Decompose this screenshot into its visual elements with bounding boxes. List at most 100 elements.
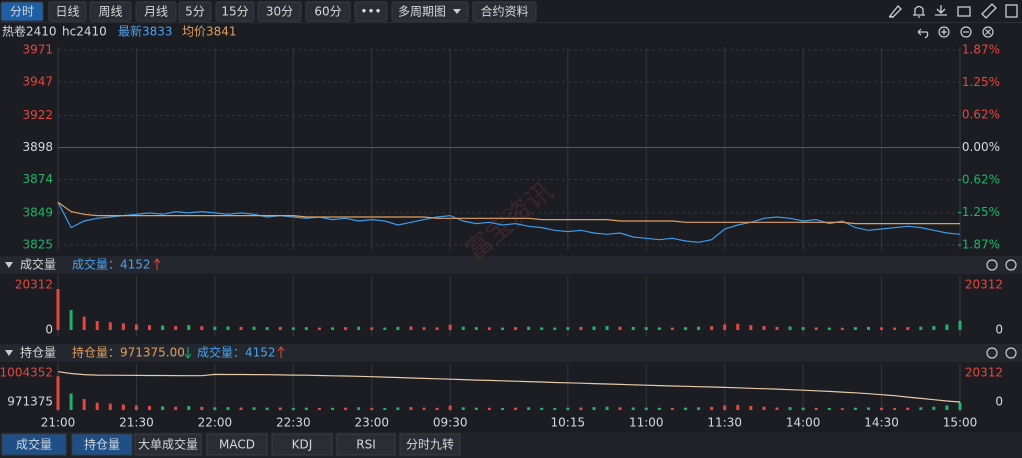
toolbar-button[interactable] (257, 1, 302, 22)
volume-bar (919, 326, 923, 330)
icon-zoom-out[interactable] (960, 26, 972, 38)
icon-layout[interactable] (1005, 4, 1018, 18)
x-tick-label: 22:00 (198, 416, 233, 430)
volume-bar (370, 407, 374, 410)
volume-bar (56, 289, 60, 330)
volume-bar (487, 407, 491, 410)
icon-close[interactable] (986, 347, 998, 359)
volume-bar (69, 393, 73, 410)
volume-bar (697, 326, 701, 330)
icon-undo[interactable] (917, 28, 929, 39)
toolbar-button-label[interactable]: 月线 (144, 5, 168, 19)
tab[interactable] (336, 433, 396, 456)
y2-tick-label: 0 (995, 395, 1003, 409)
tab-label[interactable]: 成交量 (16, 437, 52, 452)
tab[interactable] (206, 433, 268, 456)
y-tick-label: 3874 (22, 172, 53, 186)
y2-tick-label: 20312 (965, 366, 1003, 380)
volume-bar (56, 376, 60, 410)
y-tick-label: 0 (45, 323, 53, 337)
icon-pen[interactable] (888, 5, 902, 18)
icon-settings[interactable] (1005, 347, 1017, 359)
volume-bar (422, 327, 426, 330)
quote-average: 均价3841 (182, 25, 237, 39)
icon-ruler[interactable] (981, 3, 997, 19)
volume-bar (121, 323, 125, 330)
tab-label[interactable]: 大单成交量 (138, 437, 198, 452)
toolbar-icons[interactable] (888, 3, 1018, 19)
volume-bar (383, 327, 387, 330)
toolbar-button[interactable] (305, 1, 351, 22)
volume-bar (736, 404, 740, 410)
volume-value: 成交量：4152 (197, 345, 276, 360)
volume-bar (919, 407, 923, 410)
toolbar-button[interactable] (354, 1, 388, 22)
toolbar-button[interactable] (89, 1, 132, 22)
toolbar-button-label[interactable]: 60分 (314, 5, 341, 19)
volume-bar (396, 407, 400, 410)
volume-bar (448, 405, 452, 410)
icon-settings[interactable] (1005, 259, 1017, 271)
volume-bar (82, 399, 86, 410)
collapse-icon[interactable] (5, 262, 13, 268)
tab[interactable] (399, 433, 461, 456)
icon-camera[interactable] (957, 6, 971, 17)
y2-tick-label: 1.87% (962, 43, 1000, 57)
toolbar-button-label[interactable]: 分时 (10, 5, 34, 19)
toolbar-button[interactable] (135, 1, 177, 22)
volume-bar (553, 407, 557, 410)
toolbar-button[interactable] (472, 1, 537, 22)
toolbar-button-label[interactable]: ••• (360, 5, 381, 19)
toolbar-button-label[interactable]: 多周期图 (398, 5, 446, 19)
toolbar-button-label[interactable]: 日线 (55, 5, 79, 19)
icon-download[interactable] (935, 5, 947, 16)
toolbar-button[interactable] (0, 1, 44, 22)
tab-label[interactable]: 持仓量 (84, 437, 120, 452)
volume-bar (317, 407, 321, 410)
tab-label[interactable]: MACD (219, 438, 255, 452)
volume-bar (618, 326, 622, 330)
icon-close[interactable] (986, 259, 998, 271)
toolbar-button[interactable] (215, 1, 255, 22)
tab[interactable] (134, 433, 202, 456)
chart-icons[interactable] (917, 26, 1017, 359)
toolbar-button-label[interactable]: 合约资料 (480, 4, 528, 19)
icon-bell[interactable] (913, 5, 925, 18)
collapse-icon[interactable] (5, 350, 13, 356)
toolbar-button[interactable] (48, 1, 87, 22)
toolbar-button[interactable] (178, 1, 212, 22)
volume-bar (239, 407, 243, 410)
tab-label[interactable]: 分时九转 (406, 437, 454, 452)
volume-bar (357, 407, 361, 410)
toolbar-button-label[interactable]: 周线 (98, 5, 122, 19)
volume-bar (840, 327, 844, 330)
tab[interactable] (1, 433, 67, 456)
icon-close[interactable] (982, 26, 994, 38)
volume-bar (540, 327, 544, 330)
volume-bar (958, 320, 962, 330)
icon-zoom-in[interactable] (938, 26, 950, 38)
volume-bar (749, 325, 753, 330)
tab[interactable] (71, 433, 133, 456)
toolbar-button-label[interactable]: 15分 (221, 5, 248, 19)
y-tick-label: 3825 (22, 238, 53, 252)
volume-bar (383, 407, 387, 410)
volume-bar (644, 327, 648, 330)
volume-bar (148, 325, 152, 330)
x-tick-label: 21:00 (41, 416, 76, 430)
toolbar-button-label[interactable]: 30分 (266, 5, 293, 19)
volume-bar (304, 327, 308, 330)
tab[interactable] (271, 433, 333, 456)
toolbar-button-label[interactable]: 5分 (185, 5, 205, 19)
toolbar-button[interactable] (391, 1, 469, 22)
volume-bar (317, 327, 321, 330)
volume-bar (252, 407, 256, 410)
tab-label[interactable]: RSI (356, 438, 376, 452)
volume-bar (762, 326, 766, 330)
tab-label[interactable]: KDJ (292, 438, 313, 452)
volume-bar (344, 407, 348, 410)
volume-bar (762, 406, 766, 410)
volume-bar (893, 327, 897, 330)
volume-bar (344, 327, 348, 330)
